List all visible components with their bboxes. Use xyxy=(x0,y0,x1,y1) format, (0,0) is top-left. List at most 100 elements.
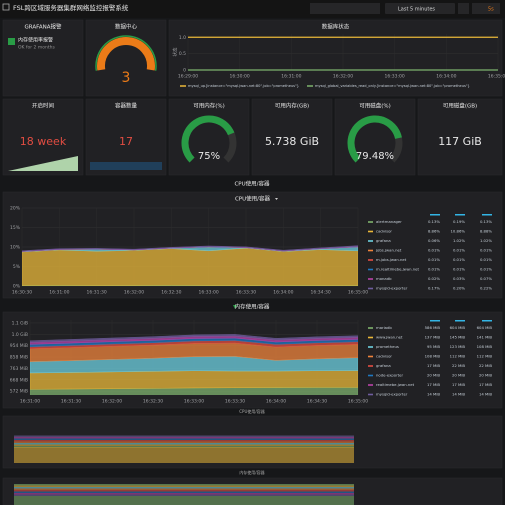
gauge-arc xyxy=(347,115,402,163)
legend-label: mysql_up{instance="mysql.jwan.net:80",jo… xyxy=(188,84,299,88)
legend-value: 0.20% xyxy=(453,286,465,291)
panel xyxy=(168,98,250,176)
legend-value: 0.17% xyxy=(428,286,440,291)
x-tick-label: 16:34:00 xyxy=(266,399,286,405)
row-title: CPU使用/容器 xyxy=(234,180,270,188)
thumb-band xyxy=(14,441,354,443)
panel-title: 可用磁盘(%) xyxy=(359,102,391,110)
panel-title: 数据中心 xyxy=(115,23,138,31)
x-tick-label: 16:30:30 xyxy=(12,290,32,296)
x-tick-label: 16:32:00 xyxy=(102,399,122,405)
legend-value: 0.13% xyxy=(480,219,492,224)
legend-value: 14 MiB xyxy=(427,392,440,397)
x-tick-label: 16:31:30 xyxy=(87,290,107,296)
legend-label: prometheus xyxy=(376,344,399,349)
gauge-rim xyxy=(95,35,157,71)
legend-label: cadvisor xyxy=(376,354,392,359)
alert-name: 内存使用率报警 xyxy=(18,37,53,44)
time-picker[interactable] xyxy=(385,3,455,14)
legend-label: mysql_global_variables_read_only{instanc… xyxy=(315,84,470,88)
panel-title: 数据库状态 xyxy=(322,23,350,31)
y-tick-label: 668 MiB xyxy=(10,377,28,383)
legend-value: 0.03% xyxy=(453,276,465,281)
legend-label: mariadb xyxy=(376,325,392,330)
legend-value: 0.01% xyxy=(480,257,492,262)
y-tick-label: 1.0 xyxy=(179,35,186,41)
legend-label: mysqld-exporter xyxy=(376,286,408,291)
legend-swatch xyxy=(368,346,373,348)
x-tick-label: 16:34:30 xyxy=(311,290,331,296)
stat-value: 75% xyxy=(198,151,220,162)
legend-value: 0.22% xyxy=(480,286,492,291)
legend-swatch xyxy=(368,384,373,386)
row-icon xyxy=(233,305,237,309)
legend-label: www.jwan.net xyxy=(376,335,403,340)
panel-title: 可用内存(%) xyxy=(193,102,225,110)
legend-swatch xyxy=(368,287,373,290)
y-tick-label: 5% xyxy=(13,264,21,270)
refresh-interval[interactable]: 5s xyxy=(488,7,494,13)
legend-header xyxy=(482,320,492,322)
row-title: 内存使用/容器 xyxy=(235,303,270,311)
legend-label: m.jobs.jwan.net xyxy=(376,257,407,262)
row-title: 内存使用/容器 xyxy=(239,469,264,475)
thumb-band xyxy=(14,488,354,490)
legend-value: 14 MiB xyxy=(479,392,492,397)
legend-value: 95 MiB xyxy=(427,344,440,349)
gauge-arc xyxy=(181,115,235,163)
legend-value: 0.01% xyxy=(428,267,440,272)
legend-swatch xyxy=(368,259,373,261)
panel xyxy=(251,98,333,176)
thumb-area xyxy=(14,447,354,463)
legend-value: 137 MiB xyxy=(425,335,441,340)
refresh-button[interactable] xyxy=(472,3,500,14)
y-tick-label: 1.0 GiB xyxy=(12,332,28,338)
x-tick-label: 16:34:30 xyxy=(307,399,327,405)
legend-swatch xyxy=(368,278,373,280)
legend-value: 17 MiB xyxy=(427,382,440,387)
legend-header xyxy=(430,320,440,322)
thumb-band xyxy=(14,484,354,486)
x-tick-label: 16:35:00 xyxy=(348,399,368,405)
thumb-band xyxy=(14,443,354,445)
apps-icon[interactable] xyxy=(2,3,10,11)
legend-label: mysqld-exporter xyxy=(376,392,408,397)
x-tick-label: 16:35:00 xyxy=(488,74,505,80)
thumb-band xyxy=(14,490,354,492)
zoom-button[interactable] xyxy=(458,3,469,14)
legend-swatch xyxy=(368,230,373,233)
legend-value: 17 MiB xyxy=(479,382,492,387)
toolbar-icons[interactable] xyxy=(310,3,380,14)
x-tick-label: 16:32:30 xyxy=(161,290,181,296)
y-tick-label: 763 MiB xyxy=(10,366,28,372)
x-tick-label: 16:31:00 xyxy=(49,290,69,296)
dashboard-title[interactable]: FSL跨区域服务器集群网络监控报警系统 xyxy=(13,3,129,12)
legend-value: 0.01% xyxy=(428,248,440,253)
legend-value: 108 MiB xyxy=(425,354,441,359)
y-tick-label: 954 MiB xyxy=(10,343,28,349)
legend-value: 145 MiB xyxy=(450,335,466,340)
legend-value: 112 MiB xyxy=(450,354,466,359)
stat-value: 117 GiB xyxy=(438,135,482,148)
stat-value: 18 week xyxy=(20,135,67,148)
y-tick-label: 858 MiB xyxy=(10,355,28,361)
legend-value: 123 MiB xyxy=(450,344,466,349)
panel-title: 开启时间 xyxy=(32,102,54,110)
panel-title: 可用内存(GB) xyxy=(275,102,309,110)
thumb-band xyxy=(14,437,354,439)
legend-value: 22 MiB xyxy=(452,363,465,368)
legend-value: 14 MiB xyxy=(452,392,465,397)
legend-value: 22 MiB xyxy=(479,363,492,368)
legend-value: 20 MiB xyxy=(479,373,492,378)
legend-value: 0.01% xyxy=(480,267,492,272)
legend-label: realtimebe.jwan.net xyxy=(376,382,415,387)
legend-swatch xyxy=(368,268,373,271)
legend-value: 17 MiB xyxy=(427,363,440,368)
x-tick-label: 16:32:30 xyxy=(143,399,163,405)
time-range[interactable]: Last 5 minutes xyxy=(398,7,435,13)
panel-title: 可用磁盘(GB) xyxy=(443,102,477,110)
legend-swatch xyxy=(368,221,373,223)
stat-value: 17 xyxy=(119,135,133,148)
legend-value: 604 MiB xyxy=(450,325,466,330)
